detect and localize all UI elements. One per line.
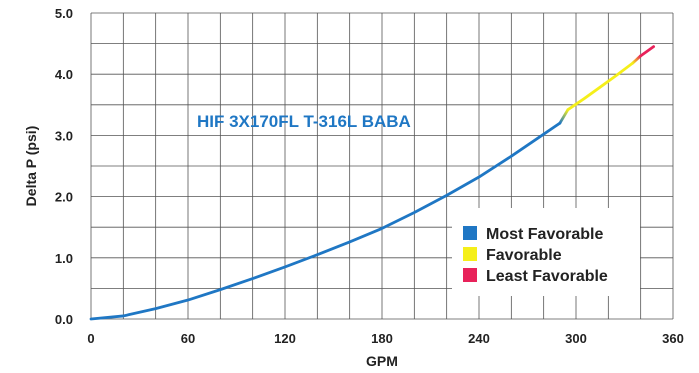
curve-segment-transition xyxy=(558,108,570,125)
legend-label: Favorable xyxy=(486,247,562,264)
y-tick-label: 0.0 xyxy=(55,312,73,327)
legend-swatch xyxy=(463,268,477,282)
y-tick-labels: 0.0 1.0 2.0 3.0 4.0 5.0 xyxy=(55,6,73,327)
x-tick-label: 180 xyxy=(371,331,393,346)
x-tick-label: 60 xyxy=(181,331,195,346)
y-tick-label: 4.0 xyxy=(55,67,73,82)
grid xyxy=(90,12,674,320)
curve xyxy=(89,45,655,321)
curve-annotation: HIF 3X170FL T-316L BABA xyxy=(197,112,411,131)
legend-label: Most Favorable xyxy=(486,226,603,243)
x-tick-label: 240 xyxy=(468,331,490,346)
legend-swatch xyxy=(463,226,477,240)
x-tick-label: 360 xyxy=(662,331,684,346)
legend-swatch xyxy=(463,247,477,261)
curve-segment-most-favorable xyxy=(89,121,562,321)
y-tick-label: 3.0 xyxy=(55,128,73,143)
x-tick-label: 120 xyxy=(274,331,296,346)
x-axis-label: GPM xyxy=(366,353,398,369)
x-tick-label: 300 xyxy=(565,331,587,346)
curve-segment-least-favorable xyxy=(639,45,655,58)
legend-box xyxy=(452,208,640,296)
y-axis-label: Delta P (psi) xyxy=(23,126,39,207)
y-tick-label: 1.0 xyxy=(55,251,73,266)
y-tick-label: 2.0 xyxy=(55,190,73,205)
y-tick-label: 5.0 xyxy=(55,6,73,21)
legend-label: Least Favorable xyxy=(486,268,608,285)
x-tick-label: 0 xyxy=(87,331,94,346)
x-tick-labels: 0 60 120 180 240 300 360 xyxy=(87,331,683,346)
legend: Most Favorable Favorable Least Favorable xyxy=(452,208,640,296)
curve-segment-favorable xyxy=(566,61,634,112)
curve-segment-transition xyxy=(631,54,643,65)
